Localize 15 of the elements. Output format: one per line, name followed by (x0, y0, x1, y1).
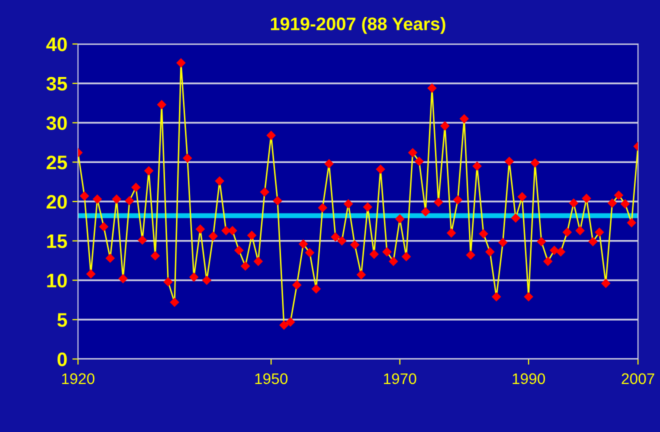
y-tick-label: 5 (57, 313, 68, 327)
y-tick-label: 25 (46, 156, 68, 170)
y-tick-label: 10 (47, 274, 67, 288)
chart-title: 1919-2007 (88 Years) (270, 17, 446, 34)
x-tick-label: 1990 (512, 373, 545, 384)
y-tick-label: 40 (46, 37, 67, 52)
x-tick-label: 1950 (255, 373, 288, 384)
y-tick-label: 20 (46, 194, 67, 209)
x-tick-label: 1920 (62, 373, 94, 384)
x-tick-label: 1970 (384, 373, 416, 384)
y-tick-label: 35 (46, 76, 68, 91)
y-tick-label: 30 (46, 116, 67, 130)
x-tick-label: 2007 (622, 373, 654, 384)
y-tick-label: 15 (47, 234, 68, 248)
y-tick-label: 0 (58, 352, 67, 366)
